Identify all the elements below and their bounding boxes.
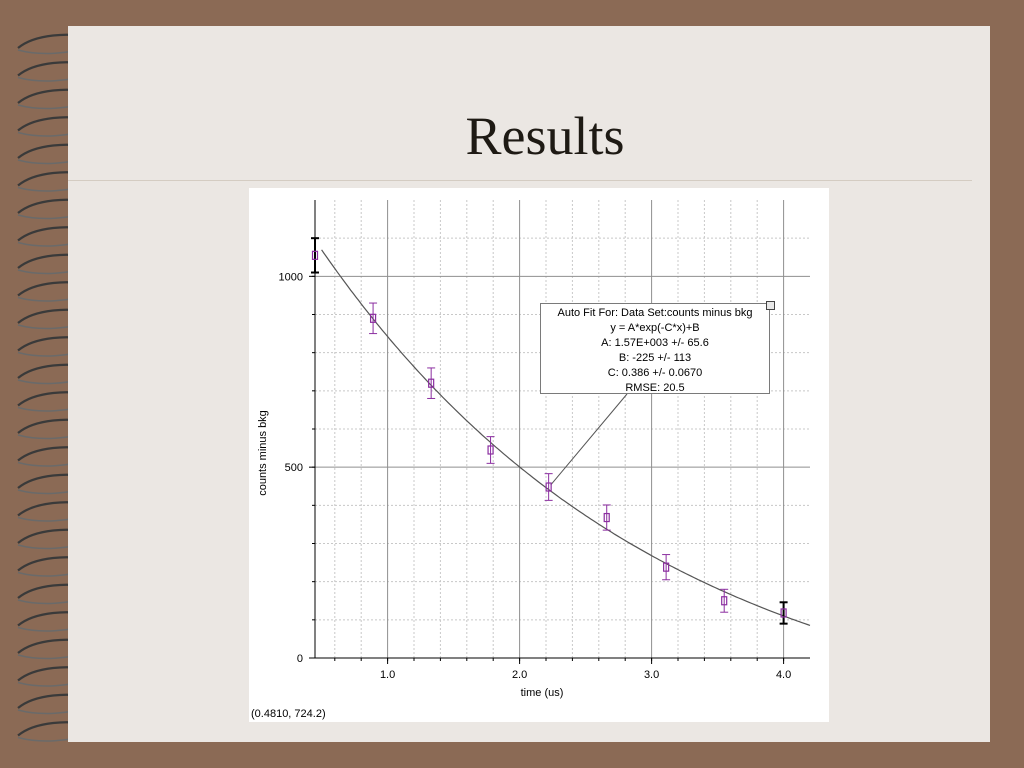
data-point [779,601,788,625]
y-axis-title: counts minus bkg [257,410,269,496]
data-point-marker [311,250,319,260]
chart-panel[interactable]: 1.0 2.0 3.0 4.0 0 500 1000 time (us) counts mi… [249,188,829,722]
fit-curve-layer [321,249,811,626]
data-point [427,367,436,399]
chart-grid [315,200,810,658]
data-point-marker [721,596,728,606]
data-point-marker [780,608,787,618]
curve-fit-info-box[interactable]: Auto Fit For: Data Set:counts minus bkg … [540,301,775,394]
fit-param-a: A: 1.57E+003 +/- 65.6 [601,337,709,349]
fit-header: Auto Fit For: Data Set:counts minus bkg [557,307,753,319]
x-tick-label: 2.0 [512,669,527,681]
data-point [662,554,671,581]
data-point [602,504,611,531]
fit-curve-line [321,249,811,626]
fit-rmse: RMSE: 20.5 [625,382,685,394]
data-point [544,473,553,501]
data-point-marker [663,562,670,572]
x-tick-label: 3.0 [644,669,659,681]
x-tick-label: 4.0 [776,669,791,681]
y-tick-label: 0 [297,653,303,665]
slide-title: Results [465,106,625,166]
x-tick-label: 1.0 [380,669,395,681]
data-point [311,237,319,274]
chart-axes: 1.0 2.0 3.0 4.0 0 500 1000 [279,200,810,681]
fit-param-b: B: -225 +/- 113 [618,352,692,364]
coordinate-readout: (0.4810, 724.2) [251,708,326,720]
annotation-leader-line [550,393,628,486]
square-close-icon[interactable] [766,301,775,310]
y-tick-label: 500 [285,462,303,474]
data-point-marker [603,512,610,523]
x-axis-title: time (us) [521,687,564,699]
title-divider [68,180,972,181]
fit-param-c: C: 0.386 +/- 0.0670 [607,367,703,379]
data-point [720,588,729,613]
data-point [369,302,378,335]
y-tick-label: 1000 [279,271,303,283]
data-point-marker [369,313,377,323]
data-point-marker [428,378,435,388]
fit-equation: y = A*exp(-C*x)+B [610,322,700,334]
data-point [486,436,495,464]
data-point-marker [487,445,494,455]
data-points-layer [311,237,788,625]
data-point-marker [545,482,552,492]
